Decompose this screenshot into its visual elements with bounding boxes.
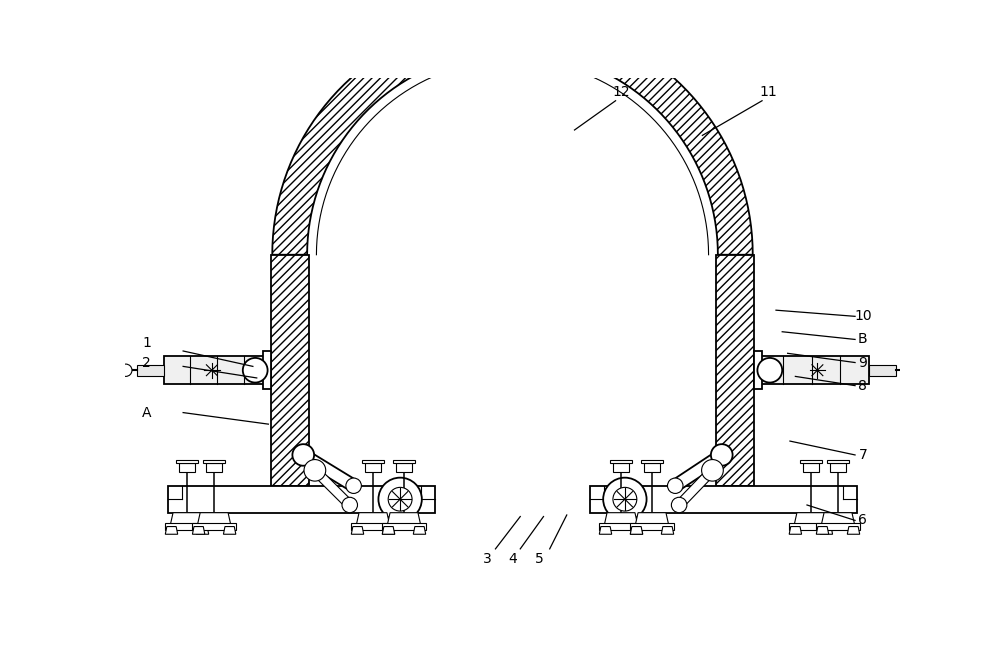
Polygon shape [630,527,643,534]
Text: 9: 9 [858,356,867,369]
Text: 10: 10 [854,309,872,324]
Polygon shape [263,351,271,389]
Polygon shape [365,463,381,472]
Polygon shape [206,463,222,472]
Circle shape [901,364,913,377]
Text: 6: 6 [858,513,867,527]
Polygon shape [192,527,205,534]
Polygon shape [312,467,353,509]
Polygon shape [641,459,663,463]
Polygon shape [789,523,833,530]
Polygon shape [754,351,762,389]
Text: 7: 7 [858,448,867,462]
Polygon shape [351,527,364,534]
Polygon shape [830,463,846,472]
Polygon shape [644,463,660,472]
Polygon shape [754,356,869,384]
Polygon shape [271,255,309,486]
Polygon shape [827,459,849,463]
Circle shape [378,477,422,521]
Polygon shape [393,459,415,463]
Text: A: A [142,406,151,420]
Polygon shape [847,527,860,534]
Polygon shape [196,527,209,534]
Polygon shape [197,512,231,527]
Circle shape [346,478,361,494]
Polygon shape [192,523,236,530]
Polygon shape [272,16,753,255]
Circle shape [711,444,733,466]
Polygon shape [800,459,822,463]
Polygon shape [803,463,819,472]
Circle shape [613,487,637,511]
Circle shape [757,358,782,382]
Circle shape [304,459,326,481]
Polygon shape [661,527,674,534]
Text: B: B [858,333,868,346]
Polygon shape [164,356,271,384]
Polygon shape [599,527,612,534]
Polygon shape [300,450,357,491]
Text: 2: 2 [142,356,151,369]
Polygon shape [168,486,435,512]
Circle shape [120,364,132,377]
Text: 4: 4 [508,552,517,566]
Polygon shape [816,523,860,530]
Text: 8: 8 [858,378,867,393]
Polygon shape [179,463,195,472]
Polygon shape [630,527,643,534]
Polygon shape [635,512,669,527]
Circle shape [243,358,268,382]
Circle shape [702,459,723,481]
Polygon shape [716,255,754,486]
Polygon shape [816,527,829,534]
Polygon shape [599,523,643,530]
Circle shape [292,444,314,466]
Circle shape [668,478,683,494]
Circle shape [342,498,358,512]
Polygon shape [382,527,395,534]
Polygon shape [672,450,725,491]
Polygon shape [165,527,178,534]
Polygon shape [820,527,833,534]
Polygon shape [789,527,802,534]
Polygon shape [630,523,674,530]
Polygon shape [362,459,384,463]
Text: 1: 1 [142,336,151,350]
Polygon shape [676,467,716,508]
Circle shape [671,498,687,512]
Polygon shape [176,459,198,463]
Polygon shape [351,523,395,530]
Polygon shape [613,463,629,472]
Polygon shape [604,512,638,527]
Polygon shape [203,459,225,463]
Polygon shape [382,523,426,530]
Circle shape [603,477,647,521]
Polygon shape [356,512,390,527]
Polygon shape [590,486,857,512]
Text: 11: 11 [759,85,777,98]
Polygon shape [382,527,395,534]
Polygon shape [223,527,236,534]
Text: 5: 5 [535,552,544,566]
Polygon shape [869,365,896,376]
Polygon shape [387,512,421,527]
Polygon shape [396,463,412,472]
Text: 3: 3 [483,552,492,566]
Text: 12: 12 [612,85,630,98]
Polygon shape [821,512,855,527]
Polygon shape [610,459,632,463]
Polygon shape [170,512,204,527]
Polygon shape [165,523,209,530]
Polygon shape [413,527,426,534]
Polygon shape [137,365,164,376]
Circle shape [388,487,412,511]
Polygon shape [794,512,828,527]
